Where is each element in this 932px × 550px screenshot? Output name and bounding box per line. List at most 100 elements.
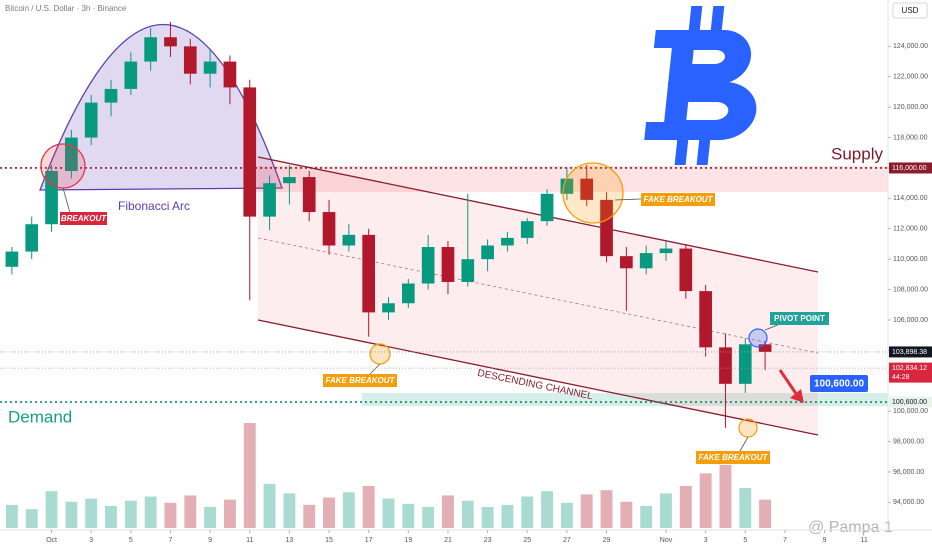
x-tick-label: 9 [823, 537, 827, 544]
breakout-circle [40, 143, 86, 189]
volume-bar [620, 501, 633, 528]
candle-body [481, 245, 494, 260]
price-tag-label: 116,000.00 [892, 165, 927, 172]
volume-bar [640, 505, 653, 528]
bitcoin-logo [644, 6, 757, 165]
candle-body [382, 303, 395, 313]
volume [5, 423, 772, 528]
x-tick-label: 25 [523, 537, 531, 544]
fake-breakout-circle [562, 162, 624, 224]
volume-bar [541, 491, 554, 528]
x-tick-label: 3 [89, 537, 93, 544]
logo-bowl [668, 30, 752, 84]
volume-bar [560, 502, 573, 528]
y-tick-label: 106,000.00 [893, 317, 928, 324]
candle-body [203, 61, 217, 74]
x-tick-label: 7 [783, 537, 787, 544]
x-tick-label: 5 [129, 537, 133, 544]
currency: USD [902, 6, 919, 15]
pivot-label: PIVOT POINT [774, 314, 825, 323]
candle-body [421, 247, 435, 284]
logo-bar [688, 6, 703, 32]
volume-bar [422, 507, 435, 528]
volume-bar [283, 493, 296, 528]
target-box [810, 375, 868, 392]
volume-bar [65, 501, 78, 528]
volume-bar [362, 486, 375, 528]
volume-bar [323, 497, 335, 528]
volume-bar [5, 504, 18, 528]
candle-body [540, 193, 554, 222]
currency-box [892, 2, 928, 19]
zones [0, 23, 888, 436]
y-tick-label: 114,000.00 [893, 195, 928, 202]
y-tick-label: 124,000.00 [893, 43, 928, 50]
candle-body [580, 178, 594, 200]
connector [739, 436, 749, 452]
candle-body [65, 137, 78, 172]
x-tick-label: 11 [246, 537, 253, 544]
volume-bar [660, 493, 672, 528]
volume-bar [580, 494, 593, 528]
supply-label: Supply [831, 144, 883, 163]
logo-bar [674, 138, 689, 165]
demand-label: Demand [8, 407, 72, 426]
candle-body [183, 46, 197, 74]
x-tick-label: 9 [208, 537, 212, 544]
price-tag-label: 103,898.38 [892, 349, 927, 356]
volume-bar [719, 465, 732, 528]
volume-bar [184, 495, 197, 528]
logo-serif [653, 30, 676, 48]
fibonacci-arc [39, 23, 283, 191]
volume-bar [699, 473, 712, 528]
candle-body [45, 171, 58, 225]
candle-body [302, 177, 316, 213]
volume-bar [105, 505, 117, 528]
candle-body [520, 221, 534, 238]
candle-body [659, 248, 673, 254]
volume-bar [679, 486, 692, 528]
logo-bar [696, 138, 711, 165]
fake-breakout-label: FAKE BREAKOUT [326, 376, 396, 385]
price-tag [889, 162, 932, 174]
volume-bar [45, 491, 58, 528]
x-tick-label: 17 [365, 537, 373, 544]
candle-body [639, 253, 653, 269]
y-tick-label: 110,000.00 [893, 256, 928, 263]
candle-body [124, 61, 138, 89]
logo-bar [710, 6, 725, 32]
candle-body [5, 251, 19, 267]
channel-mid [257, 237, 819, 354]
fake-breakout-circle [369, 343, 391, 365]
candle-body [243, 87, 257, 217]
x-tick-label: 21 [444, 537, 452, 544]
volume-bar [342, 492, 355, 528]
candle-body [758, 344, 772, 352]
price-tag [889, 346, 932, 358]
x-tick-label: 5 [743, 537, 747, 544]
volume-bar [243, 423, 256, 528]
x-tick-label: 13 [285, 537, 293, 544]
candle-body [401, 283, 415, 304]
arrow-head [790, 389, 804, 403]
candle-body [144, 37, 157, 62]
candle-body [322, 212, 336, 246]
fake-breakout-box [641, 193, 715, 206]
watermark: @ Pampa 1 [808, 519, 893, 536]
target-label: 100,600.00 [814, 379, 864, 390]
volume-bar [501, 504, 514, 528]
price-tag [889, 362, 932, 383]
chart-title: Bitcoin / U.S. Dollar · 3h · Binance [5, 4, 127, 13]
channel-fill [258, 157, 818, 435]
y-tick-label: 98,000.00 [893, 438, 924, 445]
candle-body [342, 234, 356, 246]
fake-breakout-circle [738, 418, 758, 438]
connector [62, 187, 71, 214]
y-tick-label: 120,000.00 [893, 104, 928, 111]
candle-body [441, 247, 455, 282]
x-tick-label: 11 [861, 537, 868, 544]
volume-bar [759, 499, 772, 528]
fake-breakout-label: FAKE BREAKOUT [699, 453, 769, 462]
candles [5, 22, 772, 428]
candle-body [164, 37, 177, 47]
